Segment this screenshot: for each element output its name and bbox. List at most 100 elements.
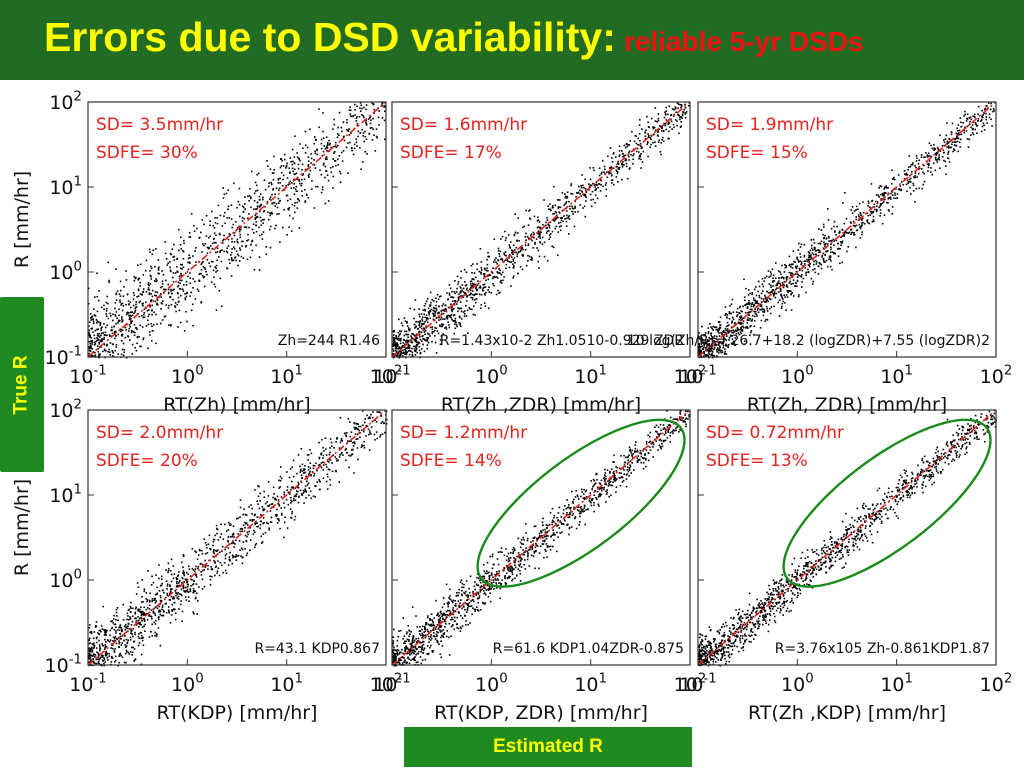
data-point — [131, 620, 134, 623]
data-point — [780, 273, 782, 276]
data-point — [405, 340, 407, 342]
data-point — [454, 301, 457, 303]
data-point — [268, 182, 270, 184]
data-point — [678, 114, 680, 117]
data-point — [313, 474, 315, 477]
data-point — [100, 332, 103, 334]
data-point — [495, 293, 498, 296]
data-point — [269, 510, 272, 512]
data-point — [723, 337, 725, 339]
data-point — [987, 107, 989, 109]
data-point — [761, 283, 764, 286]
data-point — [323, 450, 325, 452]
data-point — [770, 306, 773, 308]
data-point — [292, 487, 295, 489]
data-point — [744, 304, 747, 306]
data-point — [278, 479, 280, 482]
data-point — [130, 607, 132, 609]
data-point — [107, 639, 109, 641]
data-point — [163, 292, 165, 294]
data-point — [295, 495, 297, 497]
data-point — [95, 322, 98, 324]
data-point — [226, 217, 228, 219]
data-point — [329, 459, 332, 461]
data-point — [398, 334, 401, 336]
data-point — [568, 218, 571, 220]
data-point — [466, 296, 468, 298]
data-point — [894, 192, 896, 194]
data-point — [770, 291, 772, 293]
data-point — [781, 302, 784, 305]
data-point — [193, 224, 195, 227]
data-point — [177, 592, 179, 594]
data-point — [399, 347, 401, 349]
data-point — [796, 273, 799, 275]
data-point — [985, 118, 987, 121]
data-point — [187, 565, 190, 567]
data-point — [271, 172, 274, 174]
data-point — [531, 257, 533, 260]
data-point — [297, 167, 300, 170]
data-point — [668, 122, 671, 125]
data-point — [914, 201, 916, 203]
data-point — [296, 201, 298, 204]
data-point — [320, 142, 323, 145]
data-point — [253, 232, 255, 234]
data-point — [684, 117, 687, 119]
data-point — [254, 214, 257, 216]
data-point — [652, 127, 655, 130]
data-point — [181, 263, 183, 266]
data-point — [282, 178, 284, 181]
data-point — [188, 261, 191, 263]
data-point — [201, 578, 204, 581]
data-point — [933, 162, 935, 165]
data-point — [176, 580, 178, 583]
data-point — [862, 217, 864, 220]
data-point — [318, 108, 320, 110]
data-point — [670, 113, 673, 116]
data-point — [259, 234, 261, 237]
data-point — [624, 159, 626, 162]
data-point — [947, 145, 950, 147]
data-point — [928, 160, 931, 162]
data-point — [497, 247, 500, 250]
data-point — [401, 324, 404, 327]
data-point — [491, 272, 494, 274]
data-point — [907, 182, 909, 185]
data-point — [912, 162, 914, 164]
data-point — [867, 202, 870, 204]
data-point — [603, 165, 606, 168]
data-point — [548, 238, 550, 241]
data-point — [418, 321, 421, 323]
data-point — [732, 342, 735, 345]
data-point — [517, 272, 519, 275]
data-point — [132, 292, 135, 294]
data-point — [291, 148, 294, 151]
data-point — [113, 325, 115, 328]
data-point — [415, 340, 418, 342]
data-point — [752, 305, 755, 308]
data-point — [147, 315, 150, 318]
data-point — [868, 222, 871, 225]
data-point — [173, 259, 176, 261]
data-point — [883, 198, 885, 201]
data-point — [509, 246, 511, 248]
data-point — [565, 217, 567, 220]
data-point — [235, 559, 238, 561]
data-point — [94, 654, 97, 656]
data-point — [136, 296, 138, 298]
data-point — [710, 334, 712, 337]
data-point — [473, 272, 476, 274]
data-point — [271, 213, 273, 215]
data-point — [153, 621, 155, 624]
data-point — [141, 626, 144, 628]
data-point — [736, 329, 739, 332]
data-point — [159, 595, 162, 597]
data-point — [123, 349, 125, 351]
data-point — [435, 304, 437, 307]
data-point — [418, 308, 420, 310]
data-point — [965, 130, 968, 132]
data-point — [547, 205, 549, 207]
data-point — [611, 161, 614, 163]
data-point — [977, 118, 980, 120]
